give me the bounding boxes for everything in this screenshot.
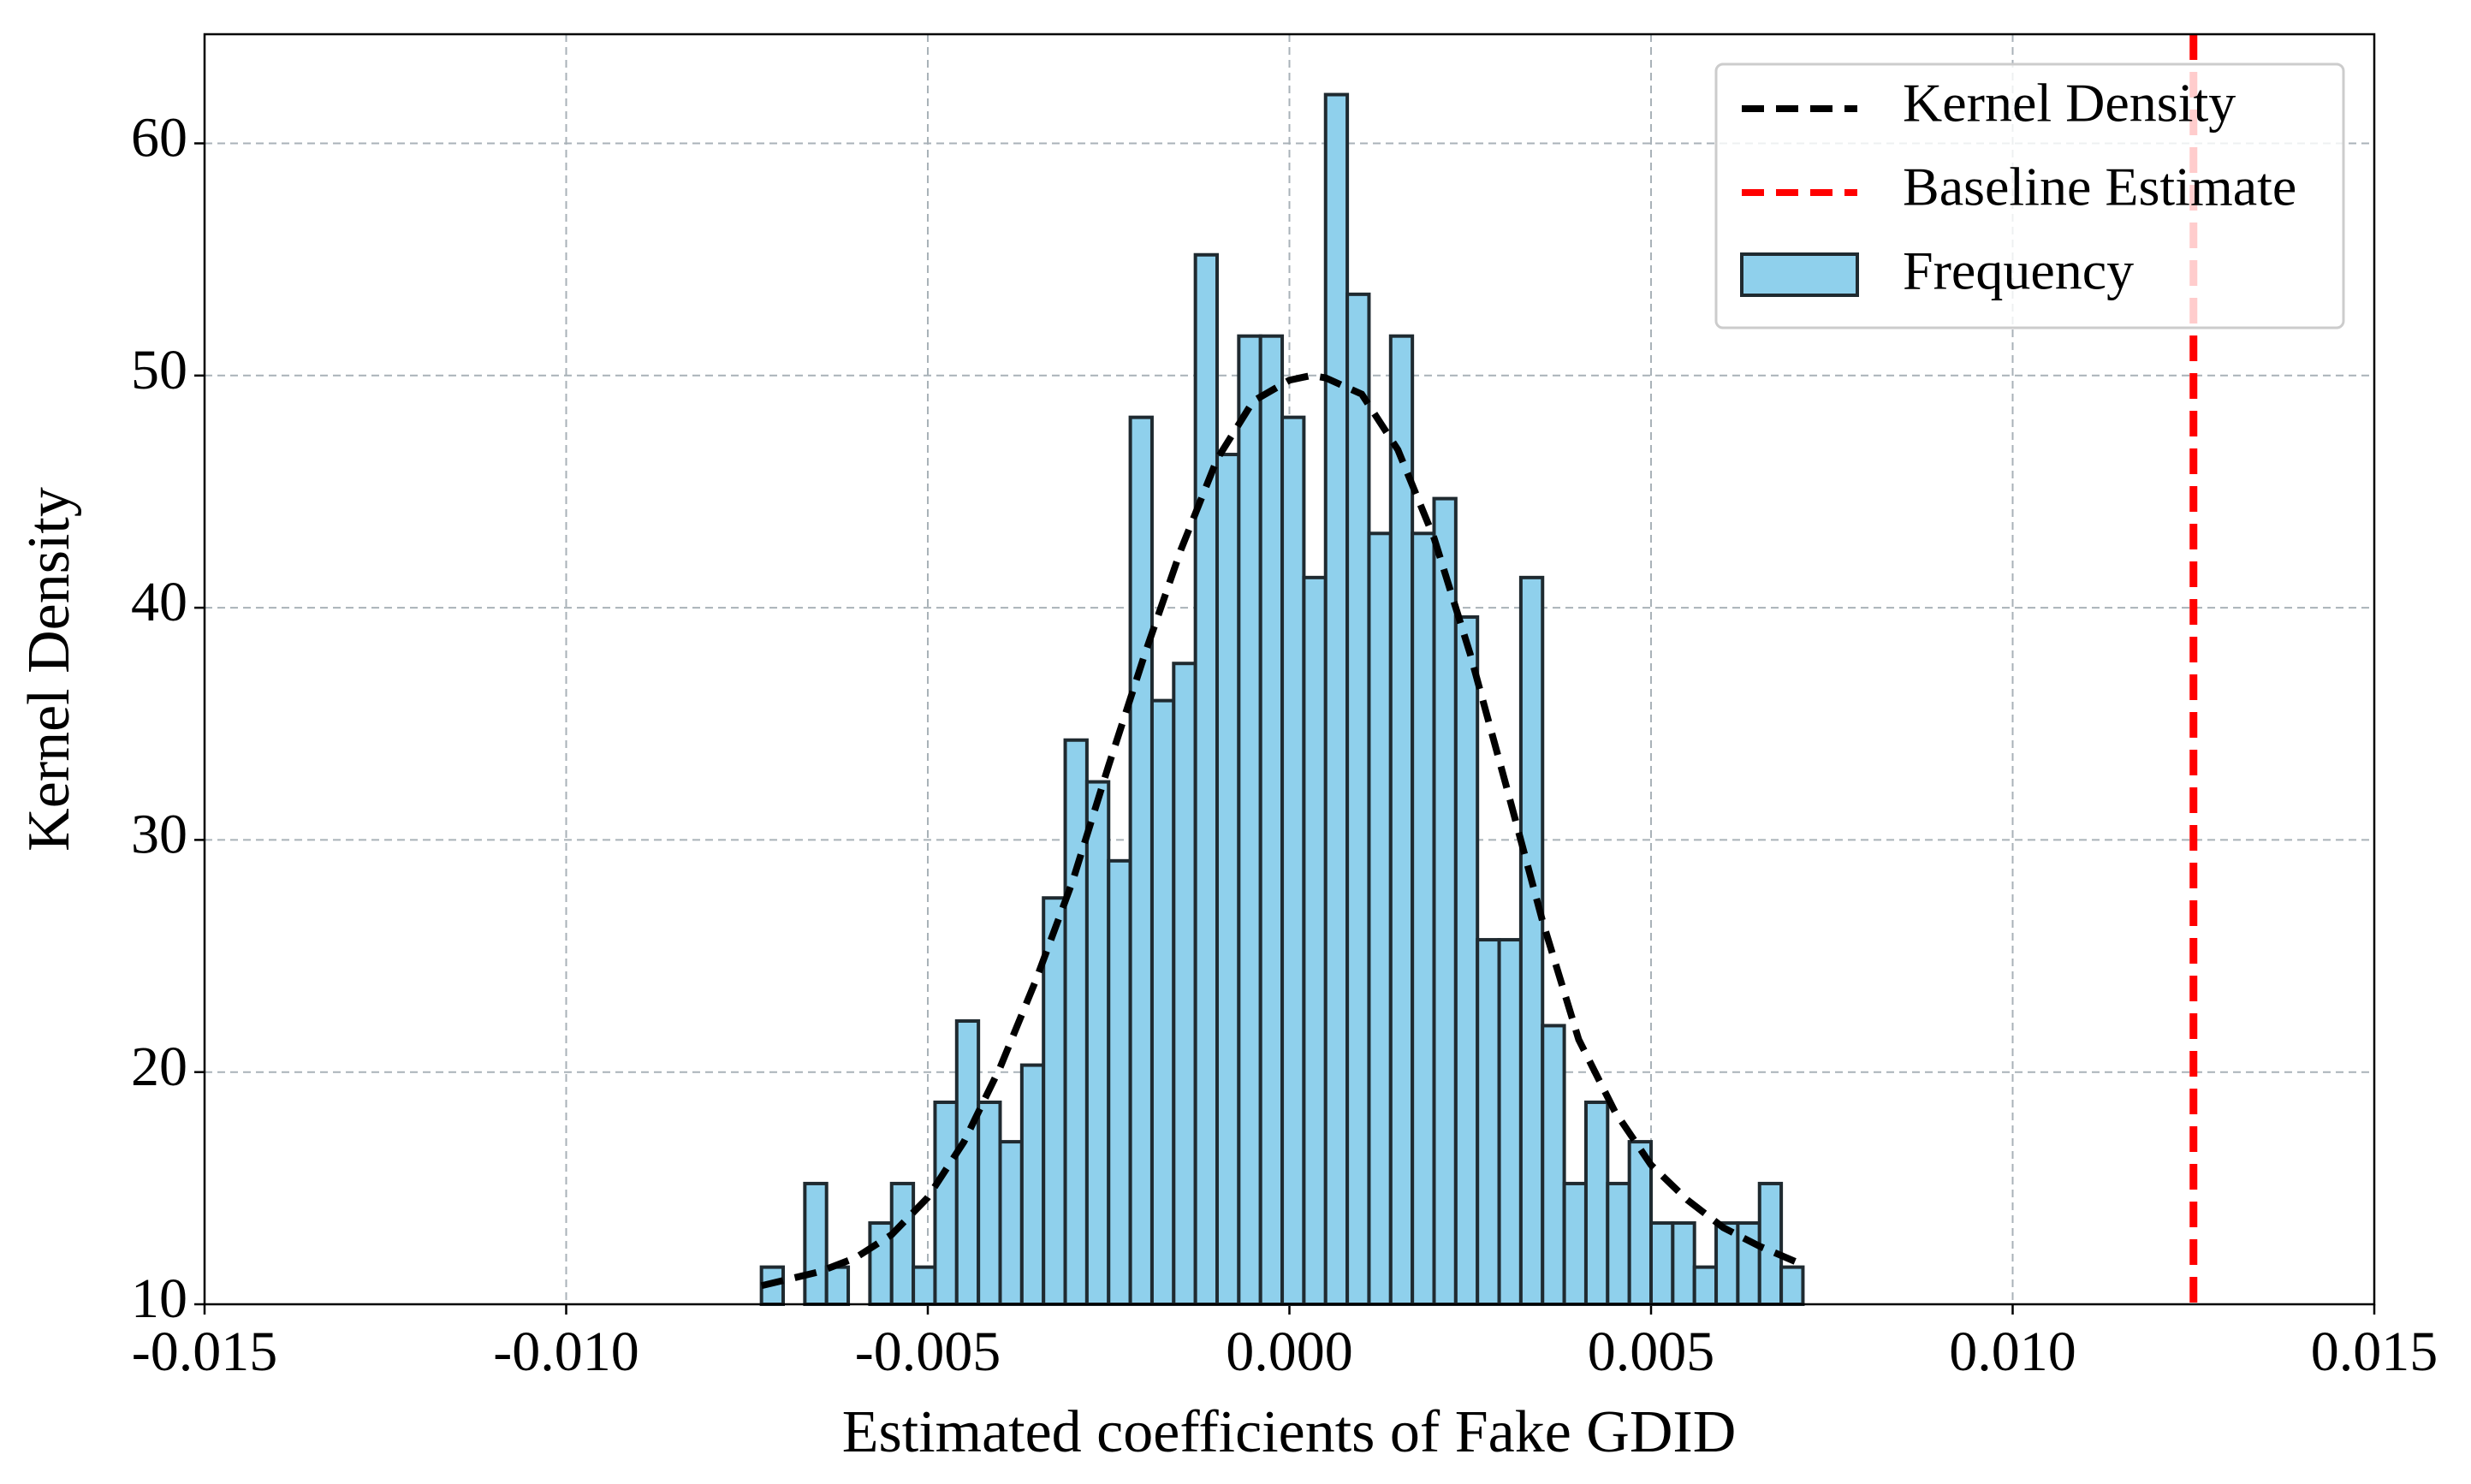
- histogram-bar: [954, 1019, 981, 1307]
- histogram-bar: [1453, 614, 1480, 1306]
- histogram-bar: [1345, 292, 1371, 1306]
- x-axis-label: Estimated coefficients of Fake GDID: [842, 1399, 1737, 1465]
- legend-box: [1714, 62, 2345, 329]
- histogram-bar: [1606, 1181, 1631, 1306]
- histogram-bar: [1714, 1221, 1740, 1306]
- legend-hist-swatch: [1740, 252, 1859, 297]
- y-tick-label: 50: [131, 339, 187, 401]
- legend-label: Baseline Estimate: [1903, 157, 2296, 217]
- histogram-bar: [1627, 1140, 1654, 1307]
- y-tick-label: 10: [131, 1267, 187, 1330]
- histogram-bar: [1583, 1100, 1610, 1306]
- histogram-bar: [1541, 1024, 1566, 1306]
- histogram-bar: [1671, 1221, 1696, 1306]
- histogram-bar: [1367, 531, 1393, 1306]
- histogram-bar: [1128, 415, 1154, 1306]
- histogram-bar: [1084, 780, 1111, 1306]
- histogram-bar: [1497, 938, 1523, 1306]
- histogram-bar: [1779, 1265, 1805, 1306]
- kde-line: [760, 371, 1805, 1290]
- histogram-bar: [1237, 334, 1262, 1306]
- histogram-bar: [889, 1181, 916, 1306]
- histogram-bar: [1302, 575, 1328, 1306]
- histogram-bar: [1476, 938, 1501, 1306]
- x-tick-label: -0.005: [855, 1321, 1001, 1383]
- y-tick-label: 40: [131, 571, 187, 633]
- y-axis-label: Kernel Density: [16, 487, 82, 852]
- legend-label: Kernel Density: [1903, 73, 2236, 134]
- histogram-bar: [1019, 1063, 1046, 1307]
- histogram-bar: [912, 1265, 937, 1306]
- x-tick-label: -0.010: [493, 1321, 639, 1383]
- x-tick-label: 0.010: [1949, 1321, 2076, 1383]
- histogram-bar: [1432, 496, 1458, 1306]
- y-tick-label: 30: [131, 804, 187, 866]
- histogram-bar: [1736, 1221, 1761, 1306]
- histogram-bar: [933, 1100, 959, 1306]
- histogram-bar: [1518, 575, 1545, 1306]
- histogram-bar: [1172, 662, 1197, 1306]
- histogram-bar: [1215, 453, 1241, 1306]
- histogram-bar: [1411, 531, 1436, 1306]
- histogram-bar: [1258, 334, 1285, 1306]
- y-tick-label: 60: [131, 107, 187, 169]
- histogram-bar: [1063, 738, 1089, 1306]
- histogram-bar: [1562, 1181, 1588, 1306]
- histogram-bar: [803, 1181, 829, 1306]
- x-tick-label: -0.015: [132, 1321, 277, 1383]
- histogram-bar: [824, 1265, 851, 1306]
- histogram-bar: [1193, 252, 1220, 1307]
- x-tick-label: 0.000: [1226, 1321, 1353, 1383]
- histogram-bar: [1692, 1265, 1719, 1306]
- histogram-bar: [1149, 698, 1176, 1306]
- y-tick-label: 20: [131, 1036, 187, 1098]
- histogram-bar: [1280, 415, 1306, 1306]
- histogram-bar: [998, 1140, 1024, 1307]
- histogram-bar: [1107, 858, 1132, 1306]
- histogram-bar: [977, 1100, 1002, 1306]
- x-tick-label: 0.015: [2311, 1321, 2438, 1383]
- histogram-bar: [1649, 1221, 1675, 1306]
- x-tick-label: 0.005: [1588, 1321, 1715, 1383]
- histogram-bar: [1323, 92, 1350, 1306]
- legend-label: Frequency: [1903, 240, 2134, 301]
- plot-frame: [203, 33, 2376, 1306]
